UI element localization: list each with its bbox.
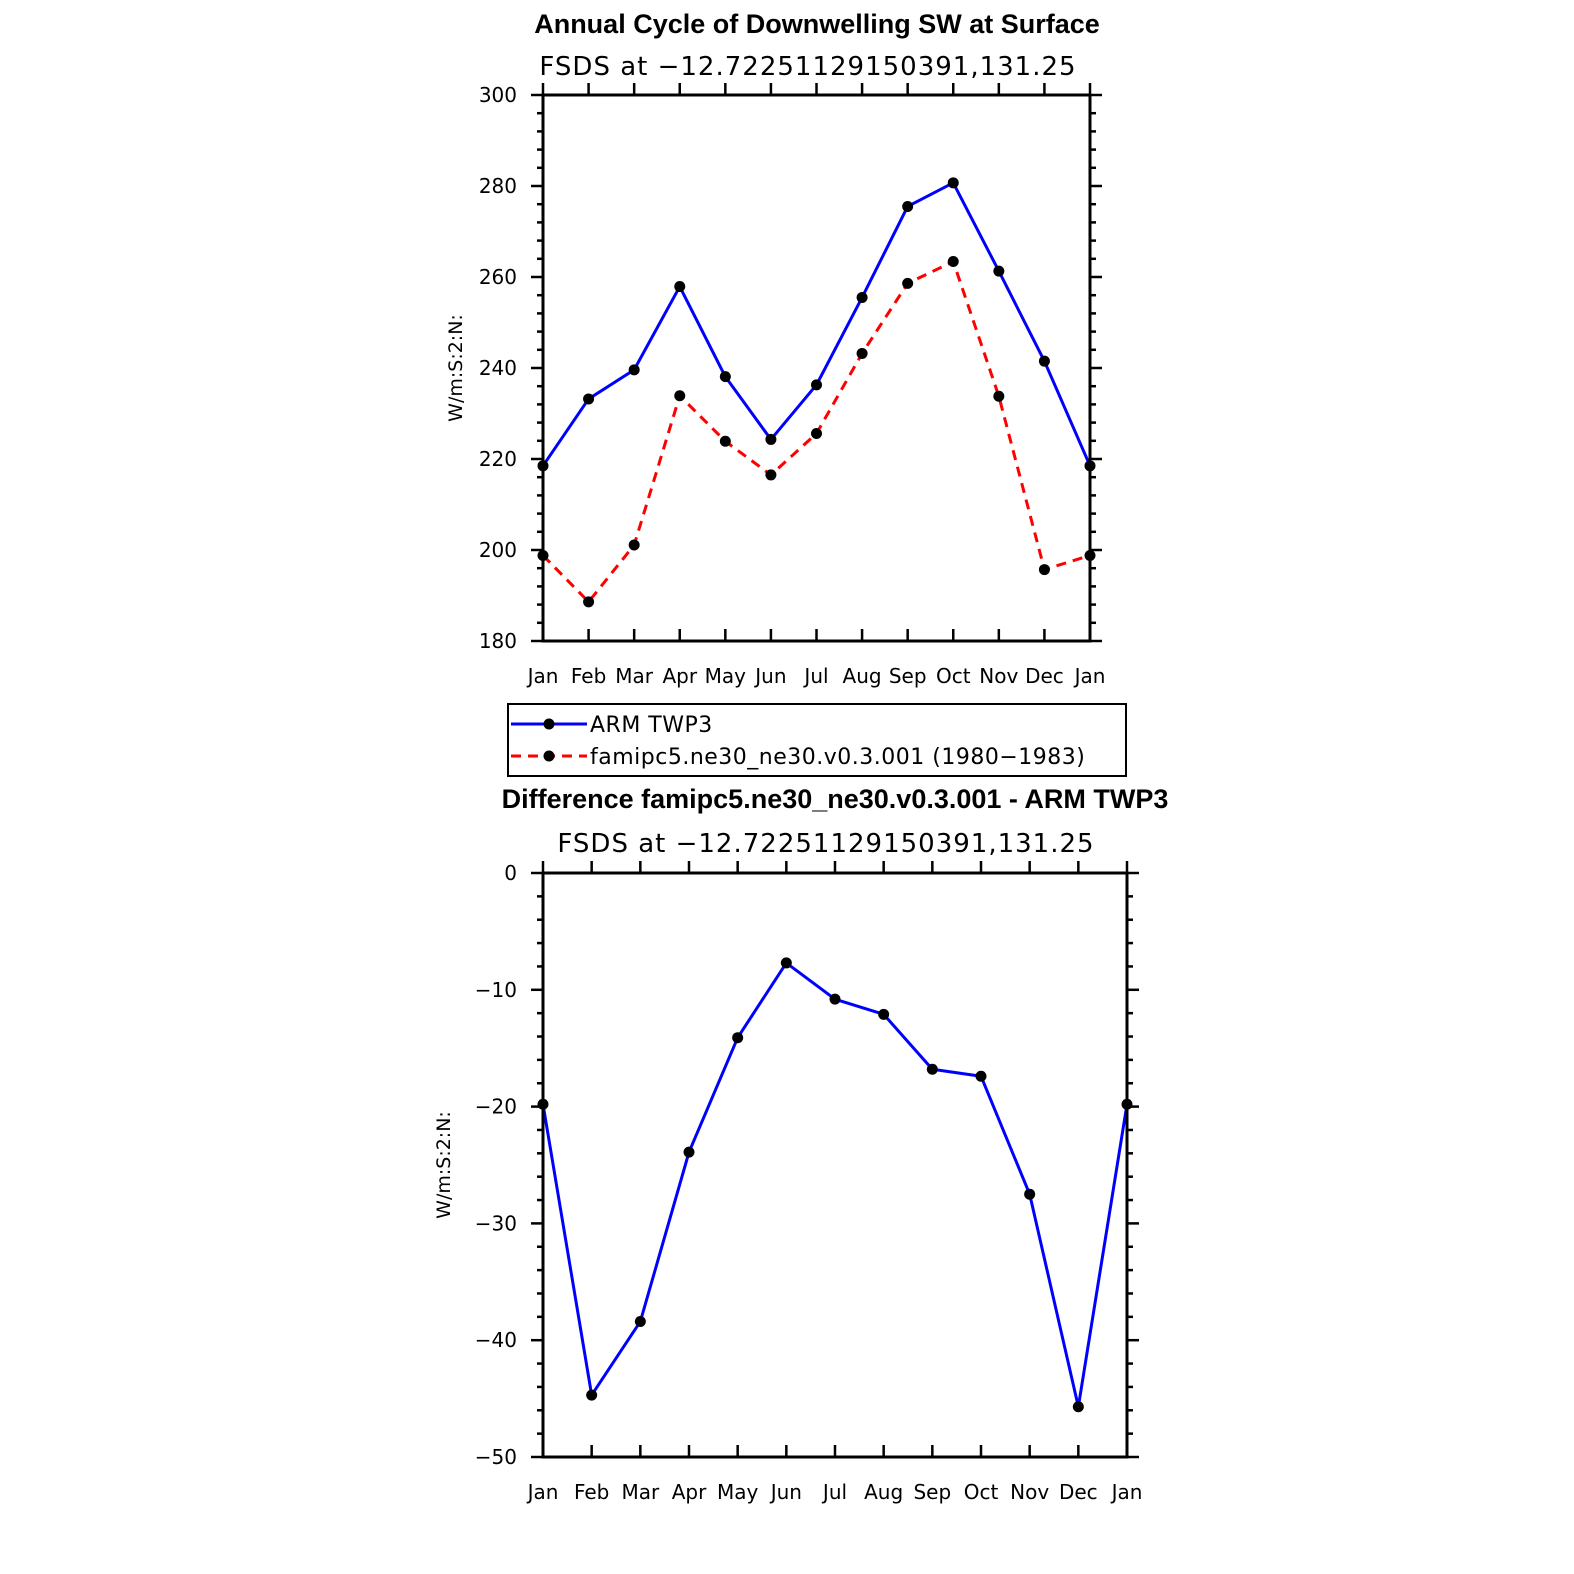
bottom-chart-xtick-label: Jul — [821, 1480, 847, 1504]
bottom-chart-series-0-point — [975, 1070, 987, 1082]
legend-entry-arm: ARM TWP3 — [511, 713, 713, 738]
legend-marker-model — [543, 750, 555, 762]
top-chart-series-0-point — [856, 291, 868, 303]
top-chart-series-0-point — [628, 364, 640, 376]
bottom-chart-xtick-label: Jan — [526, 1480, 559, 1504]
bottom-chart-ytick-label: −40 — [475, 1328, 517, 1352]
top-chart-ytick-label: 240 — [479, 356, 517, 380]
bottom-chart-series-0-point — [683, 1146, 695, 1158]
top-chart-xtick-label: Jan — [1073, 664, 1106, 688]
top-chart-xtick-label: Nov — [979, 664, 1018, 688]
top-chart-series-1-point — [719, 435, 731, 447]
top-chart-ylabel: W/m:S:2:N: — [445, 314, 467, 422]
top-chart-xtick-label: Jan — [526, 664, 559, 688]
legend-entry-model: famipc5.ne30_ne30.v0.3.001 (1980−1983) — [511, 745, 1085, 770]
bottom-chart-series-0-point — [926, 1063, 938, 1075]
bottom-chart-frame — [541, 871, 1129, 1459]
top-chart-series-0-point — [583, 393, 595, 405]
top-chart-ytick-label: 260 — [479, 265, 517, 289]
bottom-chart-xtick-label: Mar — [621, 1480, 660, 1504]
bottom-chart-xtick-label: Nov — [1010, 1480, 1049, 1504]
top-chart-xtick-label: Mar — [615, 664, 654, 688]
bottom-chart-ytick-label: −10 — [475, 978, 517, 1002]
top-chart-xtick-label: Sep — [889, 664, 927, 688]
top-chart-xtick-label: Jul — [802, 664, 828, 688]
legend-label-model: famipc5.ne30_ne30.v0.3.001 (1980−1983) — [590, 745, 1085, 770]
bottom-chart: Difference famipc5.ne30_ne30.v0.3.001 - … — [433, 784, 1168, 1504]
top-chart: Annual Cycle of Downwelling SW at Surfac… — [445, 9, 1105, 688]
top-chart-ytick-label: 220 — [479, 447, 517, 471]
top-chart-series-0-point — [902, 200, 914, 212]
top-chart-ytick-label: 280 — [479, 174, 517, 198]
top-chart-ytick-label: 300 — [479, 83, 517, 107]
bottom-chart-series-0-point — [1024, 1188, 1036, 1200]
top-chart-series-1-point — [765, 469, 777, 481]
bottom-chart-series-0-point — [829, 993, 841, 1005]
top-chart-xtick-label: Jun — [753, 664, 786, 688]
legend-box — [507, 703, 1127, 777]
bottom-chart-xtick-label: Oct — [964, 1480, 999, 1504]
bottom-chart-xtick-label: Jun — [769, 1480, 802, 1504]
bottom-chart-series-0-point — [780, 957, 792, 969]
bottom-chart-ytick-label: 0 — [504, 861, 517, 885]
top-chart-xtick-label: Feb — [571, 664, 606, 688]
top-chart-series-0-point — [811, 379, 822, 391]
top-chart-series-1-point — [1038, 564, 1050, 576]
top-chart-frame — [541, 93, 1092, 643]
top-chart-series-1-point — [993, 390, 1005, 402]
top-chart-series-1-point — [947, 256, 959, 268]
top-chart-xtick-label: Aug — [843, 664, 882, 688]
legend-marker-arm — [543, 718, 555, 730]
top-chart-series-0-point — [1038, 355, 1050, 367]
top-chart-series-1-point — [902, 277, 914, 289]
bottom-chart-xtick-label: Dec — [1059, 1480, 1098, 1504]
top-chart-series-1-point — [811, 428, 822, 440]
top-chart-series-1-point — [674, 390, 686, 402]
top-chart-xtick-label: Dec — [1025, 664, 1064, 688]
bottom-chart-xtick-label: Aug — [864, 1480, 903, 1504]
bottom-chart-series-0-point — [586, 1389, 598, 1401]
bottom-chart-ytick-label: −20 — [475, 1095, 517, 1119]
bottom-chart-ticks: Jan Feb Mar Apr May Jun Jul Aug Sep Oct Nov Dec Jan−… — [475, 861, 1143, 1504]
bottom-chart-title: Difference famipc5.ne30_ne30.v0.3.001 - … — [502, 784, 1169, 814]
top-chart-xtick-label: May — [705, 664, 747, 688]
bottom-chart-series-0-point — [634, 1316, 646, 1328]
bottom-chart-series-0-point — [878, 1008, 890, 1020]
legend: ARM TWP3 famipc5.ne30_ne30.v0.3.001 (198… — [507, 703, 1127, 777]
bottom-chart-series-0-point — [1072, 1401, 1084, 1413]
bottom-chart-xtick-label: Jan — [1110, 1480, 1143, 1504]
top-chart-series-1-point — [628, 539, 640, 551]
top-chart-ticks: Jan Feb Mar Apr May Jun Jul Aug Sep Oct Nov Dec Jan 1… — [479, 83, 1106, 688]
bottom-chart-series-line-0 — [541, 961, 1129, 1409]
bottom-chart-xtick-label: Feb — [574, 1480, 609, 1504]
top-chart-xtick-label: Oct — [936, 664, 971, 688]
top-chart-series-0-point — [674, 281, 686, 293]
top-chart-ytick-label: 200 — [479, 538, 517, 562]
top-chart-series-0-point — [719, 371, 731, 383]
top-chart-title: Annual Cycle of Downwelling SW at Surfac… — [534, 9, 1100, 39]
top-chart-series-0-point — [947, 177, 959, 189]
bottom-chart-ytick-label: −50 — [475, 1445, 517, 1469]
legend-label-arm: ARM TWP3 — [590, 713, 713, 738]
top-chart-series-1-point — [856, 347, 868, 359]
top-chart-ytick-label: 180 — [479, 629, 517, 653]
top-chart-subtitle: FSDS at −12.72251129150391,131.25 — [539, 52, 1076, 82]
bottom-chart-xtick-label: May — [717, 1480, 759, 1504]
top-chart-series-1-point — [583, 596, 595, 608]
bottom-chart-ytick-label: −30 — [475, 1211, 517, 1235]
bottom-chart-xtick-label: Apr — [672, 1480, 707, 1504]
bottom-chart-series-0-point — [732, 1032, 744, 1044]
top-chart-series-line-0 — [541, 181, 1092, 467]
top-chart-series-0-point — [765, 433, 777, 445]
bottom-chart-series — [537, 957, 1133, 1413]
bottom-chart-subtitle: FSDS at −12.72251129150391,131.25 — [557, 829, 1094, 859]
top-chart-xtick-label: Apr — [662, 664, 697, 688]
bottom-chart-xtick-label: Sep — [913, 1480, 951, 1504]
top-chart-series — [537, 177, 1096, 608]
top-chart-series-0-point — [993, 265, 1005, 277]
bottom-chart-ylabel: W/m:S:2:N: — [433, 1111, 455, 1219]
